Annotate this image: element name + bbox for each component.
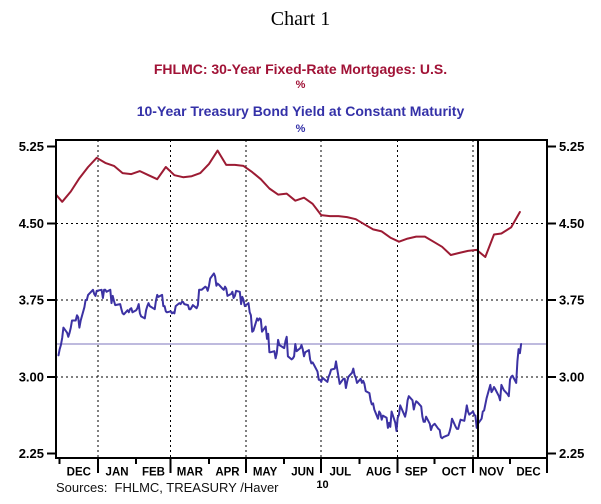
y-axis-label-left: 3.75 <box>19 293 44 308</box>
month-label: SEP <box>405 467 428 479</box>
sources-note: Sources: FHLMC, TREASURY /Haver <box>56 480 279 495</box>
unit-label-mortgage: % <box>295 79 306 91</box>
y-axis-label-right: 3.75 <box>559 293 584 308</box>
y-axis-label-left: 5.25 <box>19 139 44 154</box>
month-label: OCT <box>442 467 466 479</box>
month-label: MAR <box>177 467 204 479</box>
month-label: MAY <box>253 467 278 479</box>
series-treasury-line <box>57 272 523 440</box>
year-label: 10 <box>316 479 328 491</box>
month-label: DEC <box>516 467 540 479</box>
y-axis-label-right: 2.25 <box>559 446 584 461</box>
series-title-mortgage: FHLMC: 30-Year Fixed-Rate Mortgages: U.S… <box>153 61 448 77</box>
month-label: JUN <box>291 467 314 479</box>
y-axis-label-left: 3.00 <box>19 369 44 384</box>
month-label: NOV <box>479 467 504 479</box>
series-mortgage-line <box>55 149 521 258</box>
unit-label-treasury: % <box>295 123 306 135</box>
y-axis-label-right: 4.50 <box>559 216 584 231</box>
page-title: Chart 1 <box>270 8 331 30</box>
month-label: APR <box>215 467 240 479</box>
y-axis-label-right: 5.25 <box>559 139 584 154</box>
series-title-treasury: 10-Year Treasury Bond Yield at Constant … <box>136 103 465 119</box>
y-axis-label-left: 2.25 <box>19 446 44 461</box>
month-label: JAN <box>106 467 129 479</box>
y-axis-label-left: 4.50 <box>19 216 44 231</box>
month-label: DEC <box>67 467 91 479</box>
month-label: AUG <box>366 467 392 479</box>
month-label: FEB <box>142 467 165 479</box>
y-axis-label-right: 3.00 <box>559 369 584 384</box>
month-label: JUL <box>329 467 351 479</box>
